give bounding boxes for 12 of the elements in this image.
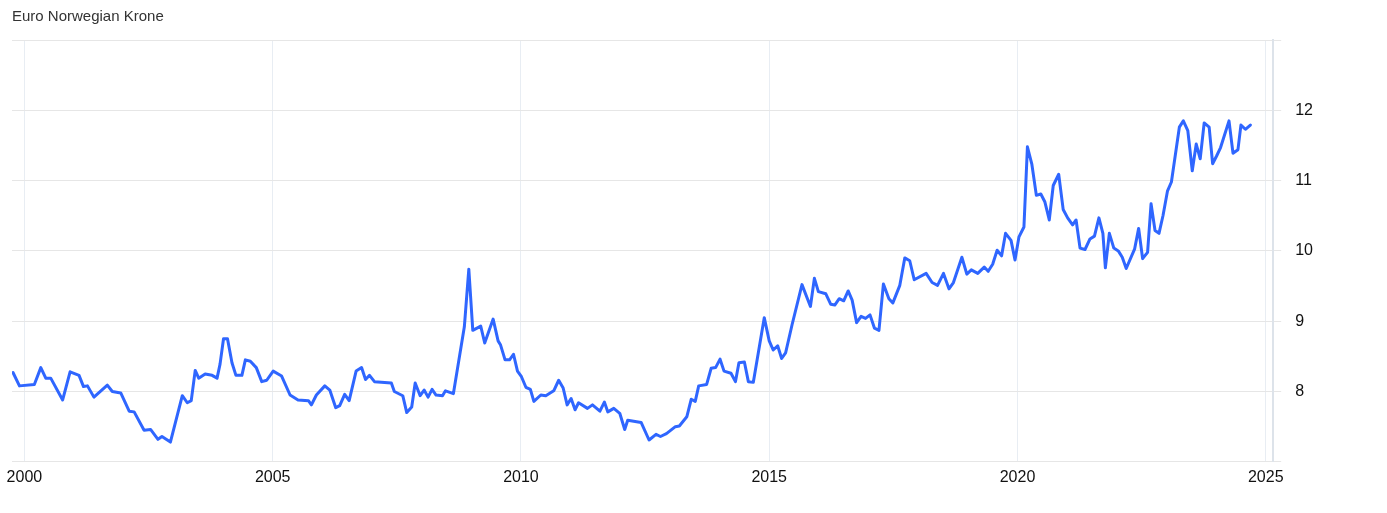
x-tick-label: 2025 [1247, 467, 1284, 485]
x-tick-label: 2015 [751, 467, 788, 485]
y-tick-label: 11 [1295, 171, 1312, 189]
y-tick-label: 8 [1295, 381, 1305, 399]
y-tick-label: 9 [1295, 311, 1305, 329]
x-tick-label: 2000 [6, 467, 43, 485]
y-tick-label: 12 [1295, 100, 1314, 118]
y-tick-label: 10 [1295, 241, 1314, 259]
x-tick-label: 2020 [999, 467, 1036, 485]
x-tick-label: 2010 [503, 467, 539, 485]
chart-title: Euro Norwegian Krone [12, 7, 164, 25]
x-tick-label: 2005 [254, 467, 291, 485]
